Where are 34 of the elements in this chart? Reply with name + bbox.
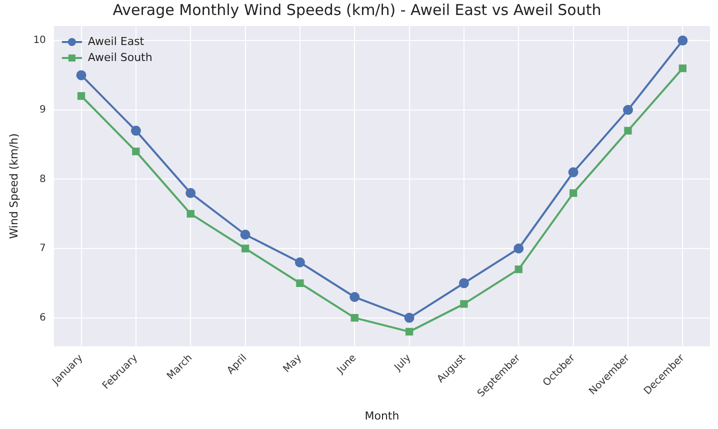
- x-axis-title: Month: [364, 409, 400, 422]
- point: [569, 189, 578, 197]
- point: [350, 292, 360, 302]
- y-tick-label: 7: [40, 243, 46, 254]
- y-tick-label: 6: [40, 312, 46, 324]
- point: [460, 300, 468, 308]
- point: [458, 278, 469, 288]
- point: [624, 126, 632, 134]
- point: [240, 230, 250, 240]
- point: [678, 64, 686, 72]
- point: [514, 244, 524, 254]
- point: [350, 314, 358, 322]
- point: [241, 244, 250, 252]
- point: [405, 328, 414, 336]
- point: [404, 312, 414, 323]
- point: [132, 148, 140, 156]
- point: [77, 92, 86, 100]
- chart-title: Average Monthly Wind Speeds (km/h) - Aweil East vs Aweil South: [112, 0, 602, 19]
- point: [186, 188, 196, 198]
- y-axis-title: Wind Speed (km/h): [7, 133, 20, 239]
- y-tick-label: 8: [40, 174, 46, 185]
- legend-label: Aweil South: [88, 50, 152, 64]
- y-tick-label: 10: [33, 35, 46, 46]
- point: [294, 257, 305, 268]
- legend-label: Aweil East: [88, 34, 145, 48]
- point: [296, 279, 304, 287]
- point: [186, 210, 194, 218]
- point: [130, 126, 141, 136]
- point: [678, 36, 688, 46]
- point: [76, 70, 86, 80]
- point: [568, 167, 578, 178]
- point: [622, 104, 633, 115]
- y-tick-label: 9: [40, 104, 46, 116]
- point: [514, 265, 522, 274]
